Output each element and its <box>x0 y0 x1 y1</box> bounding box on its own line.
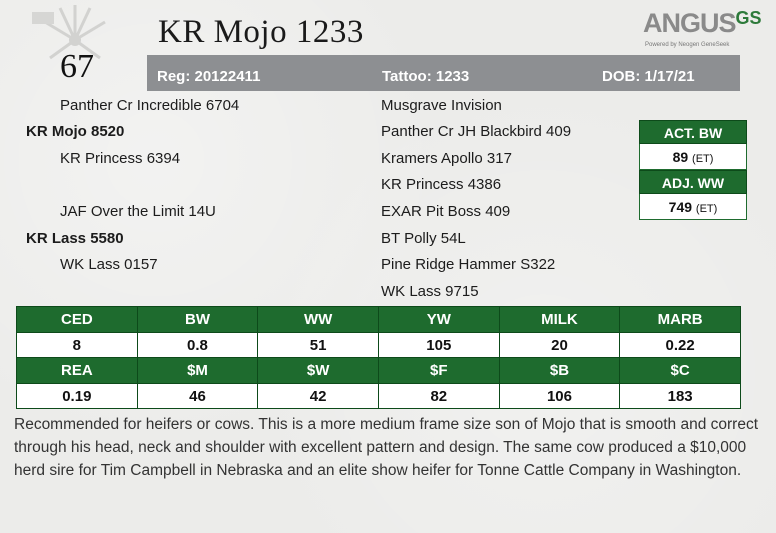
pedigree-dam: KR Lass 5580 <box>26 230 124 247</box>
pedigree-sire: KR Mojo 8520 <box>26 123 125 140</box>
adj-ww-cell: 749 (ET) <box>639 194 747 220</box>
epd-header: BW <box>136 306 259 333</box>
epd-header: REA <box>16 357 138 384</box>
pedigree-dam-sire: JAF Over the Limit 14U <box>60 203 216 220</box>
tattoo: Tattoo: 1233 <box>382 68 470 85</box>
pedigree-sire-sire: Panther Cr Incredible 6704 <box>60 97 240 114</box>
epd-header: MILK <box>498 306 621 333</box>
epd-value: 0.8 <box>136 332 259 358</box>
pedigree-right-item: Pine Ridge Hammer S322 <box>381 256 556 273</box>
epd-value: 51 <box>257 332 379 358</box>
pedigree-right-item: EXAR Pit Boss 409 <box>381 203 511 220</box>
registration-number: Reg: 20122411 <box>157 68 261 85</box>
epd-header: $F <box>377 357 500 384</box>
epd-value-row-1: 8 0.8 51 105 20 0.22 <box>16 332 741 358</box>
epd-header: $B <box>498 357 621 384</box>
pedigree-right-item: BT Polly 54L <box>381 230 466 247</box>
description: Recommended for heifers or cows. This is… <box>14 416 759 479</box>
epd-value: 20 <box>498 332 621 358</box>
adj-ww-note: (ET) <box>695 203 718 215</box>
logo-tagline: Powered by Neogen GeneSeek <box>645 42 730 48</box>
epd-value: 46 <box>136 383 259 409</box>
epd-value: 0.22 <box>619 332 741 358</box>
epd-value: 82 <box>377 383 500 409</box>
epd-value: 105 <box>377 332 500 358</box>
epd-header-row-2: REA $M $W $F $B $C <box>16 357 741 384</box>
epd-header: YW <box>377 306 500 333</box>
pedigree-right-item: Musgrave Invision <box>381 97 502 114</box>
epd-value-row-2: 0.19 46 42 82 106 183 <box>16 383 741 409</box>
animal-name: KR Mojo 1233 <box>158 14 364 50</box>
epd-value: 8 <box>16 332 138 358</box>
angus-gs-logo: ANGUSGS Powered by Neogen GeneSeek <box>643 8 762 52</box>
pedigree-sire-dam: KR Princess 6394 <box>60 150 181 167</box>
windmill-icon <box>32 5 106 60</box>
epd-header: CED <box>16 306 138 333</box>
epd-header: MARB <box>619 306 741 333</box>
epd-value: 42 <box>257 383 379 409</box>
epd-header: $M <box>136 357 259 384</box>
weights-box: ACT. BW 89 (ET) ADJ. WW 749 (ET) <box>639 120 747 220</box>
pedigree-right-item: WK Lass 9715 <box>381 283 479 300</box>
pedigree-right-item: Panther Cr JH Blackbird 409 <box>381 123 572 140</box>
info-bar: Reg: 20122411 Tattoo: 1233 DOB: 1/17/21 <box>147 55 740 91</box>
date-of-birth: DOB: 1/17/21 <box>602 68 695 85</box>
epd-header: $C <box>619 357 741 384</box>
act-bw-label: ACT. BW <box>639 120 747 144</box>
epd-value: 183 <box>619 383 741 409</box>
epd-value: 106 <box>498 383 621 409</box>
lot-number: 67 <box>60 48 94 85</box>
act-bw-cell: 89 (ET) <box>639 144 747 170</box>
logo-suffix: GS <box>735 8 762 28</box>
act-bw-value: 89 <box>672 149 689 165</box>
act-bw-note: (ET) <box>692 153 714 165</box>
adj-ww-label: ADJ. WW <box>639 170 747 194</box>
epd-value: 0.19 <box>16 383 138 409</box>
epd-header-row-1: CED BW WW YW MILK MARB <box>16 306 741 333</box>
pedigree-right-item: KR Princess 4386 <box>381 176 502 193</box>
logo-main-text: ANGUS <box>643 8 737 38</box>
epd-table: CED BW WW YW MILK MARB 8 0.8 51 105 20 0… <box>16 306 741 409</box>
adj-ww-value: 749 <box>668 199 693 215</box>
pedigree-dam-dam: WK Lass 0157 <box>60 256 158 273</box>
epd-header: $W <box>257 357 379 384</box>
pedigree-right-item: Kramers Apollo 317 <box>381 150 512 167</box>
epd-header: WW <box>257 306 379 333</box>
